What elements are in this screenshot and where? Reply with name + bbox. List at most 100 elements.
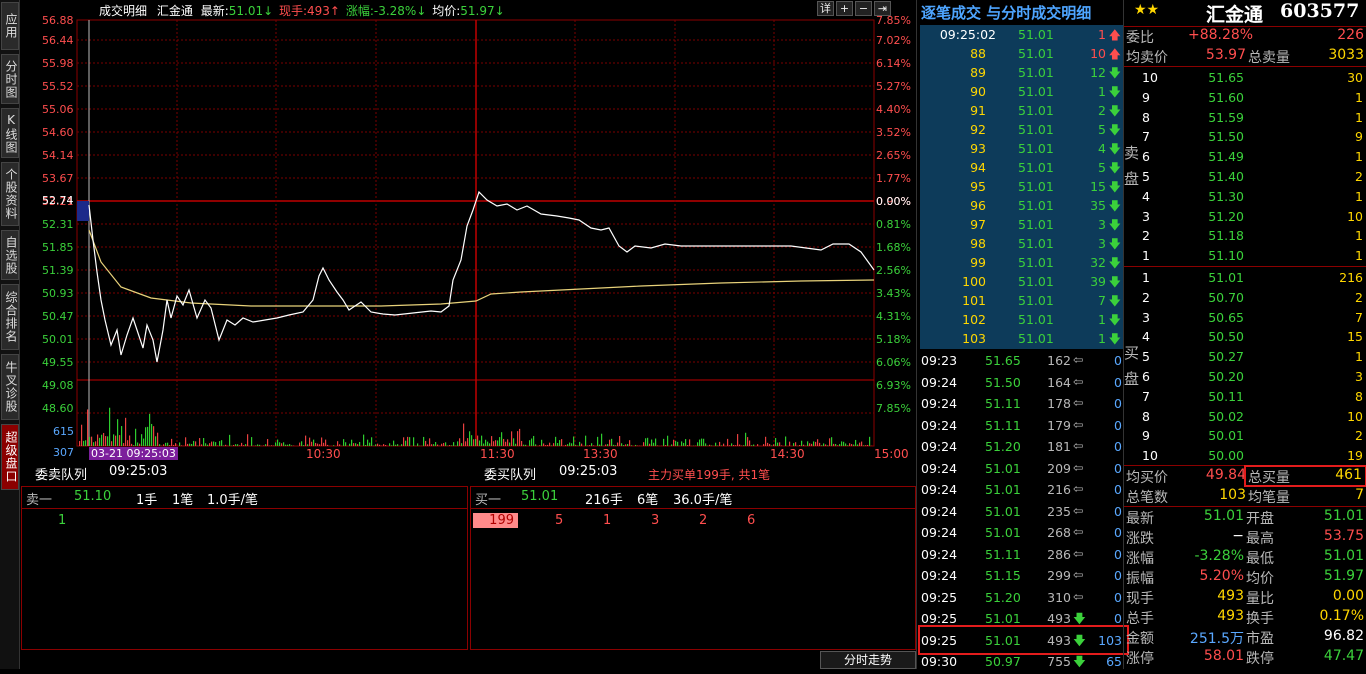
minute-time: 09:24 [921,482,957,497]
footer-tab-timeshare[interactable]: 分时走势 [820,651,916,669]
right-tick: 6.93% [876,379,911,392]
level-price: 50.00 [1194,448,1244,463]
arrow-left-icon: 🡇 [1073,653,1086,674]
right-tick: 5.27% [876,80,911,93]
buy-queue-item: 6 [747,513,755,528]
total-count-label: 总笔数 [1126,487,1168,507]
detail-tab[interactable]: 成交明细 [99,4,147,18]
sidebar-tab-superpanel[interactable]: 超级盘口 [1,424,19,490]
stat-value: 51.01 [1302,508,1364,524]
chg-label: 涨幅: [346,4,374,18]
detail-button[interactable]: 详 [817,1,834,16]
left-tick: 50.01 [42,333,74,346]
avg-buy-value: 49.84 [1200,467,1246,483]
tick-time: 100 [962,274,986,289]
minute-price: 51.01 [985,611,1021,626]
minute-time: 09:24 [921,375,957,390]
minute-volume: 216 [1043,482,1071,497]
zoom-out-button[interactable]: − [855,1,872,16]
minute-count: 0 [1114,525,1122,540]
minute-count: 0 [1114,482,1122,497]
buy-queue-item: 5 [555,513,563,528]
sidebar-tab-kline[interactable]: K线图 [1,108,19,158]
latest-value: 51.01↓ [229,4,273,18]
level-volume: 3 [1355,369,1363,384]
sidebar-tab-watchlist[interactable]: 自选股 [1,230,19,280]
zoom-in-button[interactable]: + [836,1,853,16]
level-index: 8 [1142,110,1150,125]
tick-volume: 1 [1098,312,1106,327]
tick-volume: 39 [1090,274,1106,289]
buy-queue-item-highlight[interactable]: 199 [473,513,518,528]
minute-volume: 162 [1043,353,1071,368]
tick-price: 51.01 [1018,46,1054,61]
left-tick: 49.08 [42,379,74,392]
sidebar: 应用 分时图 K线图 个股资料 自选股 综合排名 牛叉诊股 超级盘口 [0,0,20,669]
sidebar-tab-diagnosis[interactable]: 牛叉诊股 [1,354,19,420]
tick-time: 102 [962,312,986,327]
level-index: 1 [1142,270,1150,285]
timeshare-chart[interactable]: 成交明细 汇金通 最新:51.01↓ 现手:493↑ 涨幅:-3.28%↓ 均价… [21,0,916,462]
sidebar-tab-profile[interactable]: 个股资料 [1,162,19,226]
minute-price: 51.20 [985,590,1021,605]
sell-queue-time: 09:25:03 [109,464,167,479]
tick-volume: 2 [1098,103,1106,118]
level-price: 51.01 [1194,270,1244,285]
level-index: 2 [1142,228,1150,243]
minute-volume: 164 [1043,375,1071,390]
right-tick: 1.77% [876,172,911,185]
sidebar-tab-ranking[interactable]: 综合排名 [1,284,19,350]
stat-label: 现手 [1126,588,1154,608]
tick-price: 51.01 [1018,122,1054,137]
sidebar-tab-timeshare[interactable]: 分时图 [1,54,19,104]
buy-one-hands: 216手 [585,489,623,508]
level-volume: 2 [1355,428,1363,443]
rating-stars: ★★ [1134,2,1159,18]
tick-price: 51.01 [1018,293,1054,308]
minute-count: 0 [1114,375,1122,390]
left-tick: 52.31 [42,218,74,231]
level-index: 6 [1142,369,1150,384]
stock-code: 603577 [1280,0,1359,22]
minute-volume: 299 [1043,568,1071,583]
sidebar-tab-app[interactable]: 应用 [1,2,19,50]
arrow-left-icon: ⇦ [1073,503,1083,518]
minute-count: 0 [1114,547,1122,562]
tick-time: 90 [970,84,986,99]
minute-time: 09:24 [921,418,957,433]
stat-label: 均价 [1246,568,1274,588]
buy-side-label: 买盘 [1124,340,1140,392]
total-sell-value: 3033 [1324,47,1364,63]
tick-volume: 1 [1098,331,1106,346]
minute-count: 0 [1114,461,1122,476]
level-price: 51.10 [1194,248,1244,263]
